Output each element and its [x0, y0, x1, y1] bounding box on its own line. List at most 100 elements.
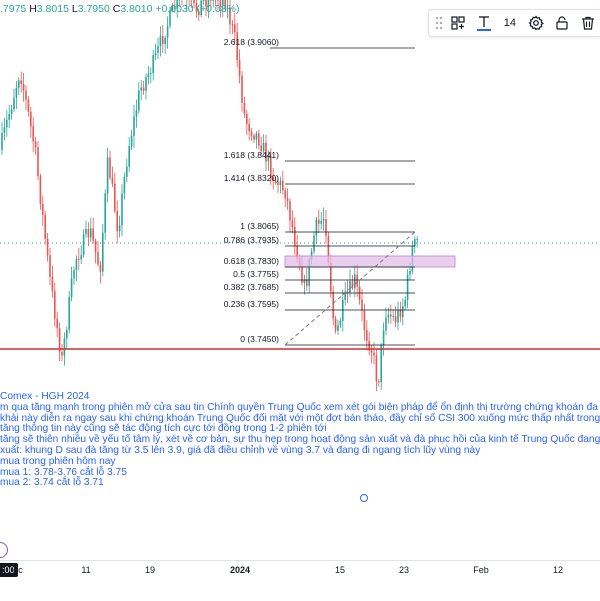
- candle-body: [51, 276, 54, 292]
- candle-body: [241, 75, 243, 103]
- time-axis-label: 12: [552, 565, 564, 575]
- candle-body: [162, 36, 164, 45]
- candle-body: [404, 299, 406, 307]
- candle-body: [222, 0, 224, 6]
- candle-body: [382, 330, 385, 346]
- time-axis[interactable]: :00 ec 11 19 2024 15 23 Feb 12: [0, 560, 600, 601]
- candle-body: [66, 329, 68, 339]
- candle-body: [56, 318, 58, 329]
- candle-body: [152, 55, 154, 74]
- candle-body: [126, 166, 128, 177]
- candle-body: [150, 73, 152, 75]
- candle-body: [390, 314, 392, 317]
- candle-body: [171, 5, 174, 10]
- candle-body: [164, 37, 166, 45]
- candle-body: [368, 340, 370, 351]
- settings-icon[interactable]: [523, 11, 549, 35]
- group-objects-icon[interactable]: [445, 11, 471, 35]
- candles-group: [1, 0, 418, 392]
- candle-body: [315, 219, 318, 236]
- candle-body: [123, 176, 126, 194]
- candle-body: [224, 0, 226, 10]
- ohlc-legend: .7975 H3.8015 L3.7950 C3.8010 +0.0030 (+…: [0, 3, 239, 15]
- candle-body: [260, 145, 262, 152]
- candle-body: [118, 225, 121, 232]
- ohlc-high-value: 3.8015: [36, 3, 69, 15]
- ohlc-high-key: H: [29, 3, 37, 15]
- candle-body: [133, 116, 135, 137]
- candle-body: [330, 262, 332, 292]
- candle-body: [373, 352, 375, 356]
- candle-body: [238, 60, 241, 76]
- candle-body: [265, 142, 267, 162]
- candle-body: [90, 228, 92, 238]
- candle-body: [414, 239, 416, 247]
- candle-body: [282, 180, 284, 191]
- candle-body: [339, 320, 342, 326]
- candle-body: [327, 235, 330, 263]
- candle-body: [147, 73, 150, 78]
- font-size-value[interactable]: 14: [503, 17, 517, 29]
- candle-body: [63, 338, 66, 356]
- note-line: xuất: khung D sau đà tăng từ 3.5 lên 3.9…: [0, 444, 481, 456]
- analysis-note-text[interactable]: Comex - HGH 2024 m qua tăng mạnh trong ph…: [0, 392, 600, 489]
- candle-body: [1, 133, 3, 150]
- candle-body: [142, 87, 145, 91]
- candle-body: [310, 251, 313, 260]
- ohlc-close-value: 3.8010: [120, 3, 153, 15]
- candle-body: [39, 176, 42, 205]
- time-axis-label: 11: [81, 565, 91, 575]
- candle-body: [3, 127, 6, 134]
- candle-body: [332, 291, 334, 319]
- lock-icon[interactable]: [549, 11, 575, 35]
- note-line: tăng sẽ thiên nhiều về yếu tố tâm lý, xé…: [0, 434, 600, 446]
- candle-body: [320, 220, 322, 224]
- trash-icon[interactable]: [575, 11, 600, 35]
- candle-body: [212, 0, 214, 1]
- candle-body: [111, 177, 114, 184]
- time-axis-label: ec: [13, 565, 23, 575]
- candle-body: [286, 198, 289, 202]
- text-tool-icon[interactable]: [471, 11, 497, 35]
- ohlc-low-value: 3.7950: [77, 3, 110, 15]
- candle-body: [356, 274, 358, 287]
- candle-body: [25, 90, 27, 100]
- fib-level-label: 1 (3.8065): [240, 221, 279, 231]
- candle-body: [246, 114, 248, 125]
- candle-body: [20, 80, 22, 85]
- fib-trend-line[interactable]: [284, 231, 416, 346]
- candle-body: [6, 119, 8, 128]
- candle-body: [140, 87, 142, 91]
- drawing-toolbar: 14: [428, 9, 600, 37]
- candle-body: [392, 316, 394, 318]
- candle-body: [219, 0, 222, 6]
- candle-body: [217, 0, 219, 1]
- fib-level-label: 0.786 (3.7935): [224, 235, 279, 245]
- candle-body: [303, 279, 306, 284]
- candle-body: [176, 0, 178, 10]
- candle-body: [234, 24, 236, 33]
- candle-body: [349, 281, 351, 294]
- buy-zone-rectangle[interactable]: [284, 255, 456, 268]
- candle-body: [344, 291, 346, 300]
- candle-body: [236, 32, 238, 61]
- candle-body: [58, 328, 61, 352]
- candle-body: [370, 350, 373, 353]
- candle-body: [205, 0, 207, 7]
- candle-body: [49, 255, 51, 277]
- candle-body: [54, 291, 56, 319]
- candle-body: [301, 266, 303, 284]
- time-axis-label: 15: [334, 565, 346, 575]
- candle-body: [121, 193, 123, 226]
- note-anchor-handle[interactable]: [360, 494, 368, 502]
- candle-body: [34, 141, 37, 148]
- chart-area[interactable]: 2.618 (3.9060) 1.618 (3.8441) 1.414 (3.832…: [0, 0, 600, 560]
- crosshair-time-badge: :00: [0, 563, 18, 577]
- fib-level-label: 2.618 (3.9060): [224, 37, 279, 47]
- fib-level-label: 0.5 (3.7755): [233, 269, 279, 279]
- candle-body: [243, 102, 246, 115]
- drag-handle-icon[interactable]: [433, 14, 445, 32]
- candle-body: [169, 9, 171, 26]
- price-chart[interactable]: 2.618 (3.9060) 1.618 (3.8441) 1.414 (3.832…: [0, 0, 600, 560]
- candle-body: [363, 310, 366, 331]
